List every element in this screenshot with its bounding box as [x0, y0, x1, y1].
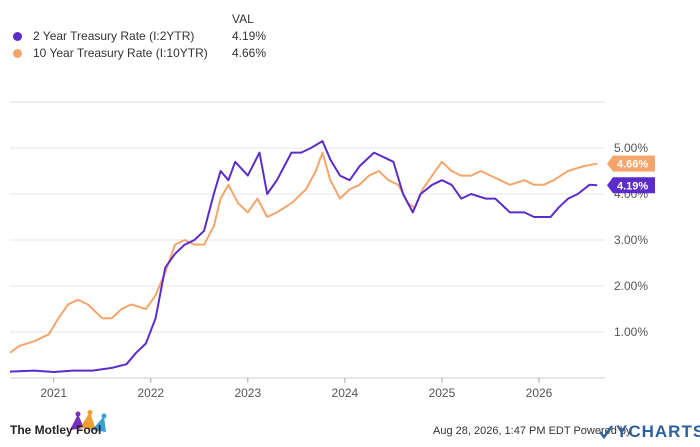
- end-label-10yr: 4.66%: [607, 155, 655, 172]
- x-tick-label: 2021: [40, 386, 67, 400]
- motley-fool-wordmark: The Motley Fool: [10, 423, 102, 437]
- end-label-badge: [607, 177, 655, 194]
- y-tick-label: 3.00%: [614, 233, 648, 247]
- y-tick-label: 1.00%: [614, 325, 648, 339]
- legend-swatch-2yr: [13, 32, 22, 41]
- x-tick-label: 2023: [234, 386, 261, 400]
- x-tick-label: 2022: [137, 386, 164, 400]
- legend-item-2yr[interactable]: 2 Year Treasury Rate (I:2YTR) 4.19%: [0, 29, 700, 45]
- x-tick-label: 2026: [526, 386, 553, 400]
- end-label-2yr: 4.19%: [607, 177, 655, 194]
- legend-label-2yr: 2 Year Treasury Rate (I:2YTR): [33, 29, 195, 43]
- series-line-10yr: [9, 151, 598, 354]
- jester-hat-icon: [70, 410, 107, 432]
- end-label-text: 4.19%: [617, 180, 648, 192]
- chart-legend: VAL 2 Year Treasury Rate (I:2YTR) 4.19% …: [0, 0, 700, 70]
- timestamp-powered-by: Aug 28, 2026, 1:47 PM EDT Powered by: [433, 425, 632, 437]
- x-tick-label: 2025: [429, 386, 456, 400]
- ycharts-logo[interactable]: YCHARTS: [616, 422, 700, 441]
- end-label-badge: [607, 155, 655, 172]
- y-tick-label: 5.00%: [614, 141, 648, 155]
- legend-item-10yr[interactable]: 10 Year Treasury Rate (I:10YTR) 4.66%: [0, 46, 700, 62]
- motley-fool-logo: [8, 410, 128, 442]
- legend-value-header: VAL: [232, 12, 254, 26]
- series-line-2yr: [9, 140, 598, 373]
- legend-label-10yr: 10 Year Treasury Rate (I:10YTR): [33, 46, 208, 60]
- legend-value-10yr: 4.66%: [232, 46, 267, 60]
- legend-value-2yr: 4.19%: [232, 29, 267, 43]
- end-label-text: 4.66%: [617, 159, 648, 171]
- x-tick-label: 2024: [332, 386, 359, 400]
- ycharts-check-icon: [599, 425, 613, 439]
- y-tick-label: 2.00%: [614, 279, 648, 293]
- legend-swatch-10yr: [13, 49, 22, 58]
- chart-footer: The Motley Fool Aug 28, 2026, 1:47 PM ED…: [0, 410, 700, 443]
